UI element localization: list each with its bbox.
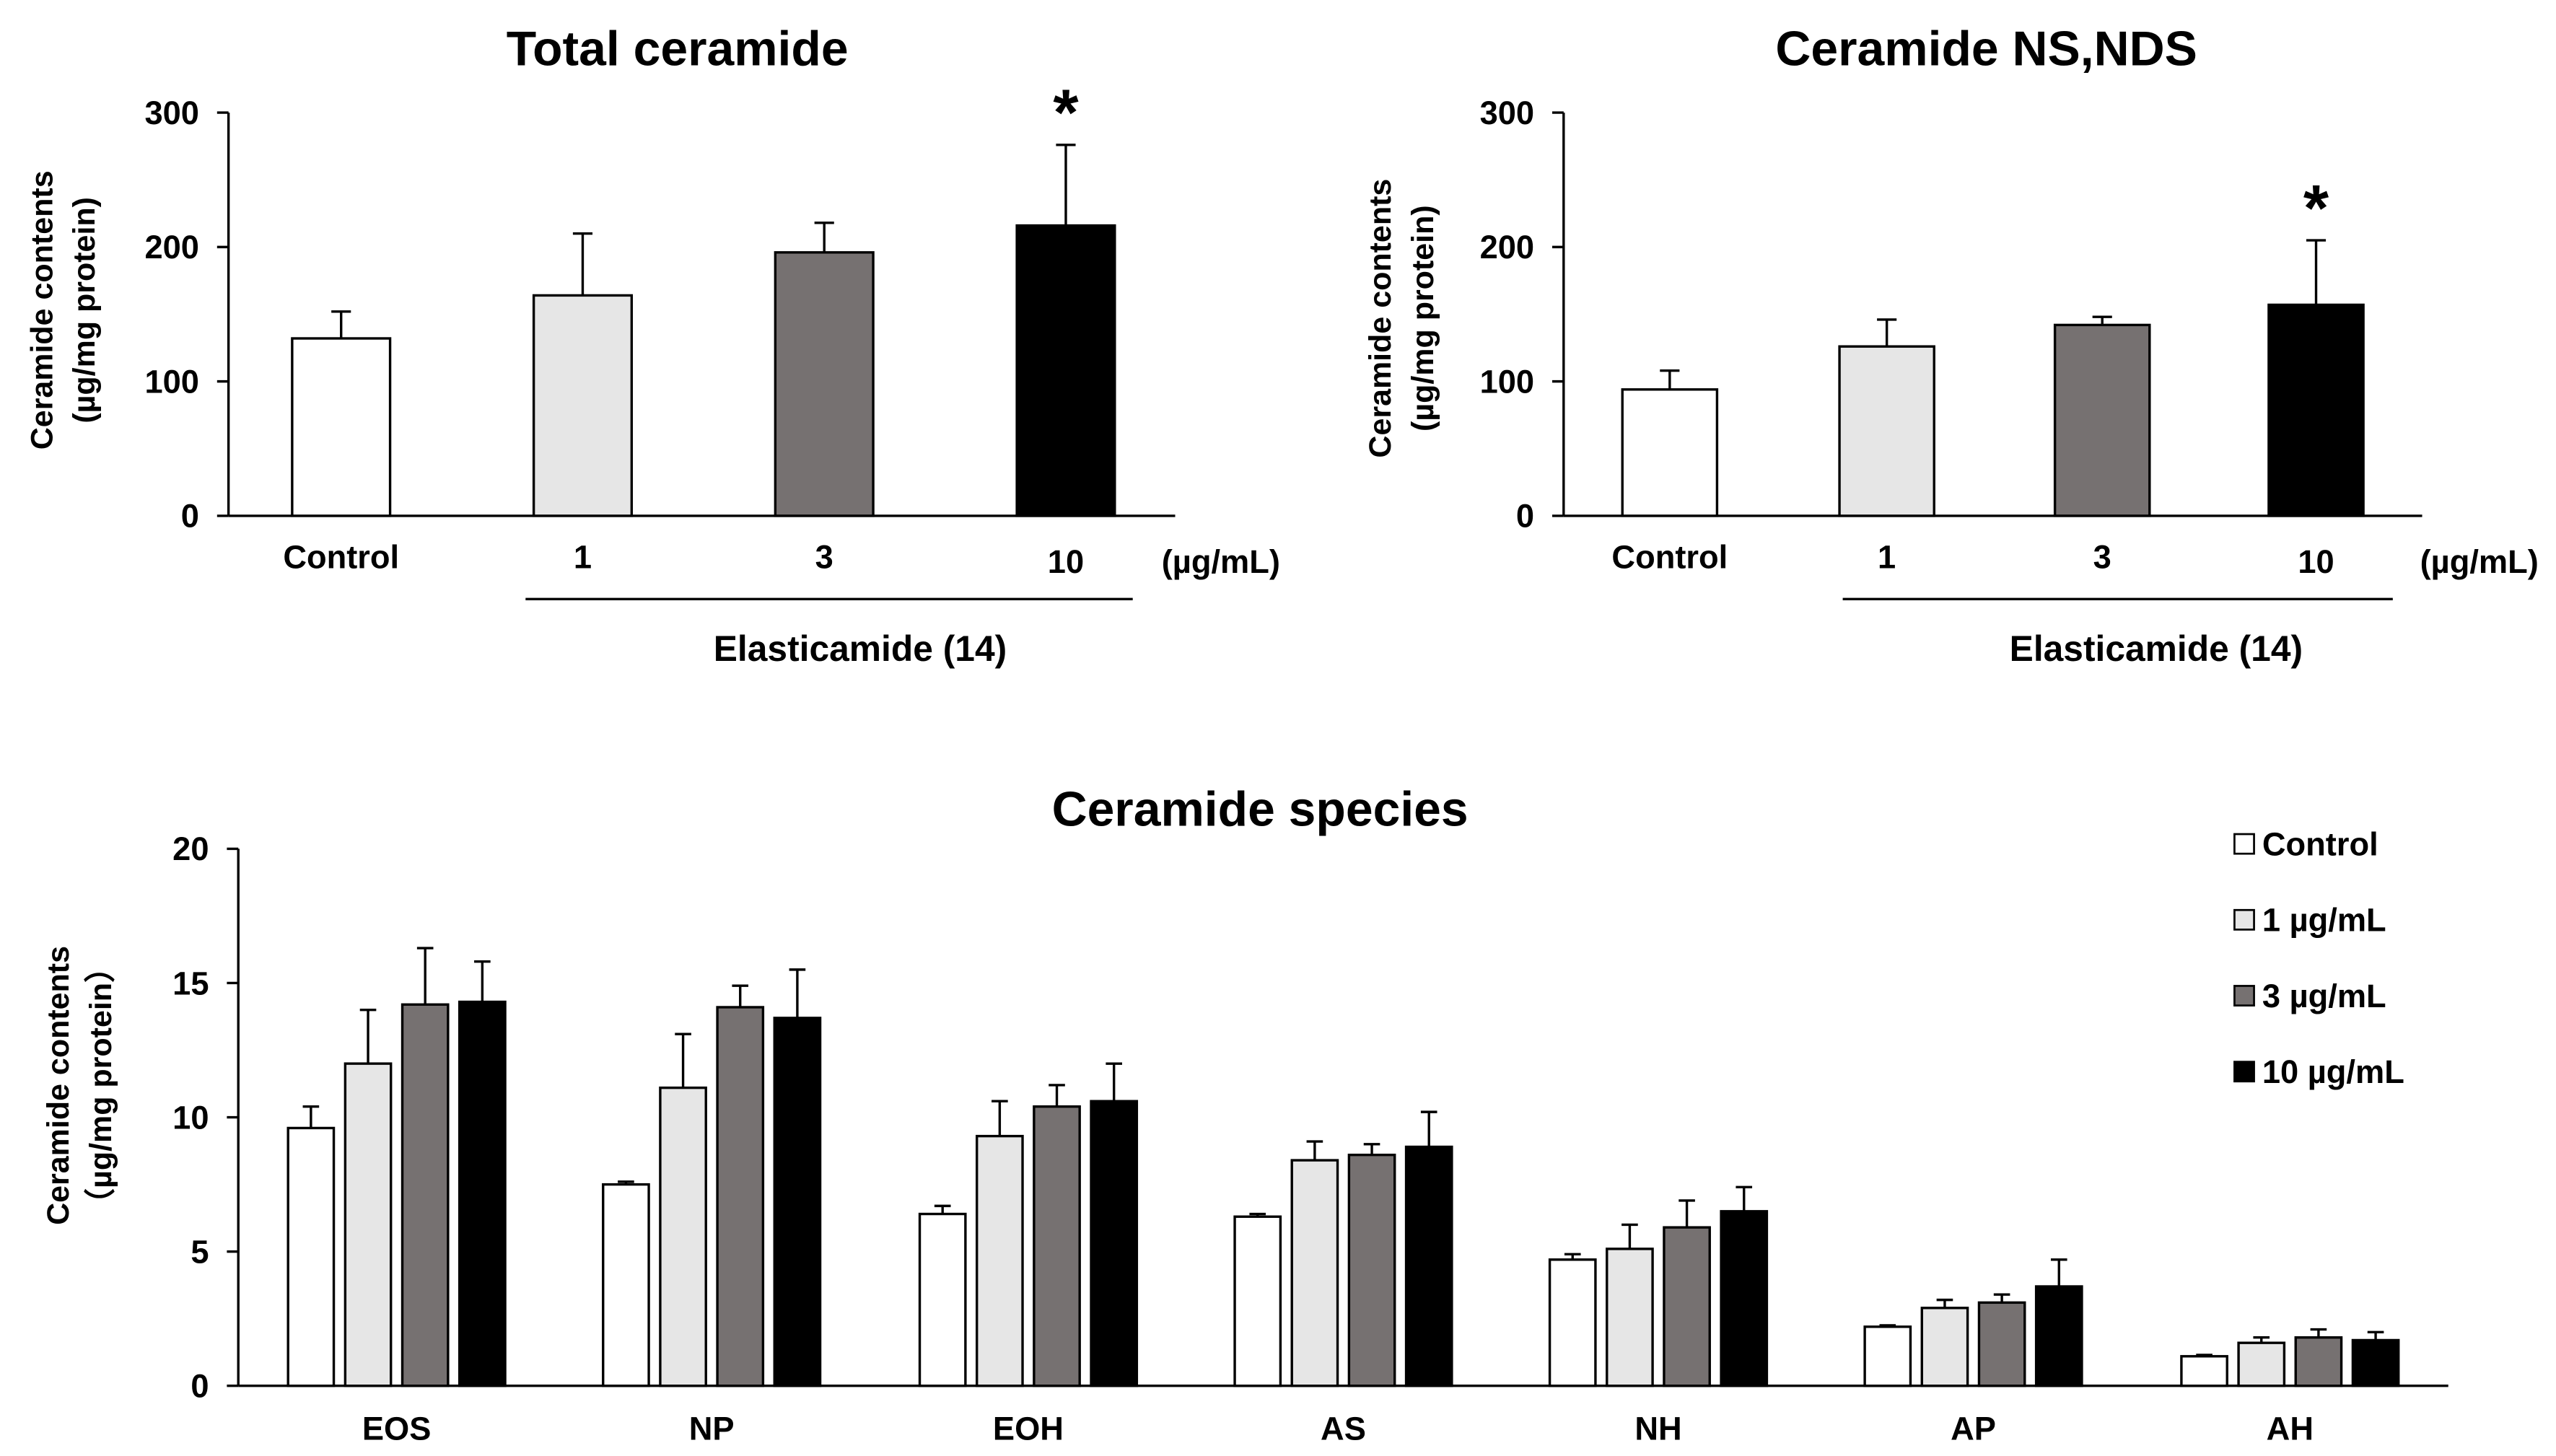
y-axis-label-line2: （µg/mg protein） [84, 952, 118, 1219]
bar [1621, 388, 1719, 517]
x-tick-label: 1 [574, 538, 592, 575]
bar [1977, 1301, 2026, 1387]
bar [774, 251, 875, 517]
y-tick-label: 10 [172, 1099, 209, 1136]
x-tick-label: 10 [2298, 543, 2334, 580]
y-tick-label: 100 [1480, 363, 1534, 400]
unit-label: (µg/mL) [2420, 543, 2539, 580]
bar [343, 1062, 393, 1387]
x-tick-label: 10 [1048, 543, 1084, 580]
bar [2294, 1336, 2343, 1387]
x-tick-label: EOH [993, 1410, 1064, 1447]
legend-label: 10 µg/mL [2262, 1053, 2404, 1090]
bar [1838, 345, 1935, 517]
bar [716, 1006, 765, 1387]
legend: Control 1 µg/mL 3 µg/mL 10 µg/mL [2233, 825, 2404, 1090]
plot-area: 0 100 200 300 Control 1 3 10 * [144, 76, 1176, 580]
legend-swatch [2233, 985, 2255, 1007]
x-tick-label: AP [1951, 1410, 1996, 1447]
bar [1663, 1226, 1711, 1387]
x-tick-label: Control [283, 538, 399, 575]
x-tick-label: 3 [2093, 538, 2111, 575]
plot-area: 0 5 10 15 20 EOS NP EOH AS NH AP AH [172, 830, 2448, 1447]
x-tick-label: EOS [362, 1410, 432, 1447]
chart-title: Ceramide species [1052, 783, 1469, 837]
y-axis-label-line1: Ceramide contents [25, 170, 59, 449]
y-tick-label: 0 [1516, 498, 1534, 535]
x-tick-label: AS [1321, 1410, 1366, 1447]
significance-marker: * [2303, 172, 2329, 245]
y-axis-label-line2: (µg/mg protein) [67, 197, 102, 424]
bar [1548, 1258, 1597, 1387]
bar [286, 1126, 336, 1387]
bar [2237, 1341, 2286, 1387]
y-tick-label: 100 [144, 363, 198, 400]
bar [458, 1000, 507, 1387]
bar [918, 1212, 967, 1387]
legend-swatch [2233, 1061, 2255, 1083]
bar [1720, 1210, 1769, 1387]
y-axis-label-line1: Ceramide contents [41, 946, 76, 1225]
bar [1404, 1145, 1453, 1387]
bar [1290, 1159, 1339, 1387]
bar [2053, 323, 2151, 517]
bar [773, 1017, 822, 1387]
y-axis-label-line1: Ceramide contents [1363, 179, 1398, 458]
plot-area: 0 100 200 300 Control 1 3 10 * [1480, 95, 2422, 580]
bar [291, 337, 392, 517]
y-tick-label: 200 [144, 229, 198, 266]
legend-label: Control [2262, 825, 2378, 862]
y-tick-label: 0 [191, 1368, 209, 1405]
y-tick-label: 300 [144, 95, 198, 131]
bar [2351, 1338, 2400, 1387]
legend-label: 1 µg/mL [2262, 902, 2386, 939]
y-tick-label: 200 [1480, 229, 1534, 266]
bar [2267, 303, 2365, 517]
group-label: Elasticamide (14) [2010, 628, 2303, 669]
chart-title: Ceramide NS,NDS [1775, 22, 2197, 76]
bar [2180, 1355, 2228, 1387]
chart-title: Total ceramide [507, 22, 849, 76]
significance-marker: * [1053, 76, 1079, 149]
legend-swatch [2233, 833, 2255, 855]
bar [2034, 1285, 2083, 1387]
unit-label: (µg/mL) [1162, 543, 1280, 580]
y-tick-label: 300 [1480, 95, 1534, 131]
legend-swatch [2233, 908, 2255, 931]
x-tick-label: Control [1611, 538, 1728, 575]
bar [1920, 1307, 1969, 1387]
chart-ceramide-ns-nds: Ceramide NS,NDS Ceramide contents (µg/mg… [1363, 22, 2539, 669]
y-tick-label: 15 [172, 965, 209, 1001]
x-tick-label: 1 [1878, 538, 1896, 575]
group-label: Elasticamide (14) [714, 628, 1007, 669]
bar [1015, 224, 1116, 517]
bar [659, 1086, 707, 1387]
bar [401, 1003, 450, 1387]
bar [1347, 1153, 1396, 1387]
bar [532, 294, 634, 517]
x-tick-label: AH [2267, 1410, 2314, 1447]
bar [1863, 1325, 1912, 1387]
bar [1606, 1247, 1654, 1387]
x-tick-label: NP [689, 1410, 735, 1447]
bar [1090, 1100, 1139, 1387]
chart-total-ceramide: Total ceramide Ceramide contents (µg/mg … [25, 22, 1280, 669]
x-tick-label: NH [1634, 1410, 1681, 1447]
y-tick-label: 20 [172, 830, 209, 867]
y-tick-label: 0 [181, 498, 199, 535]
legend-label: 3 µg/mL [2262, 978, 2386, 1014]
x-tick-label: 3 [815, 538, 833, 575]
bar [1233, 1215, 1282, 1387]
bar [1033, 1105, 1081, 1387]
bar [975, 1134, 1024, 1387]
chart-ceramide-species: Ceramide species Ceramide contents （µg/m… [41, 783, 2448, 1447]
y-tick-label: 5 [191, 1233, 209, 1270]
y-axis-label-line2: (µg/mg protein) [1406, 205, 1440, 431]
bar [602, 1183, 650, 1387]
